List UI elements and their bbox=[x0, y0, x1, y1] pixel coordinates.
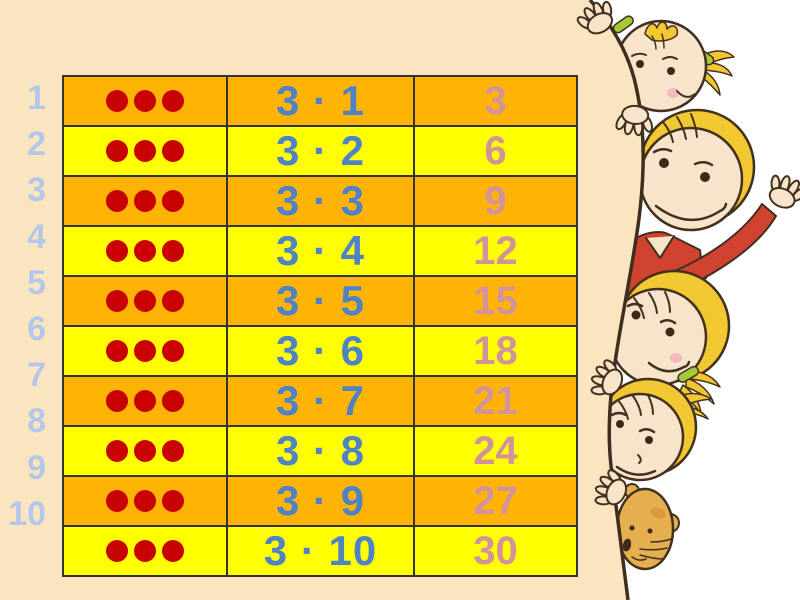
counter-dot-icon bbox=[162, 140, 184, 162]
result-cell: 9 bbox=[413, 175, 578, 227]
counter-dot-icon bbox=[134, 140, 156, 162]
row-number-rail: 1 2 3 4 5 6 7 8 9 10 bbox=[0, 75, 52, 537]
dots-cell bbox=[62, 225, 228, 277]
counter-dot-icon bbox=[134, 440, 156, 462]
expression-cell: 3 · 10 bbox=[226, 525, 415, 577]
peeking-children-scene bbox=[576, 0, 800, 600]
result-cell: 24 bbox=[413, 425, 578, 477]
counter-dot-icon bbox=[162, 340, 184, 362]
counter-dot-icon bbox=[134, 190, 156, 212]
counter-dot-icon bbox=[162, 240, 184, 262]
dots-cell bbox=[62, 275, 228, 327]
expression-cell: 3 · 8 bbox=[226, 425, 415, 477]
table-row: 3 · 4 12 bbox=[62, 225, 578, 277]
expression-cell: 3 · 3 bbox=[226, 175, 415, 227]
expression-cell: 3 · 7 bbox=[226, 375, 415, 427]
counter-dot-icon bbox=[106, 390, 128, 412]
result-cell: 21 bbox=[413, 375, 578, 427]
counter-dot-icon bbox=[134, 90, 156, 112]
waving-child bbox=[621, 108, 800, 315]
row-number: 10 bbox=[8, 494, 46, 533]
counter-dot-icon bbox=[106, 140, 128, 162]
dots-cell bbox=[62, 75, 228, 127]
counter-dot-icon bbox=[134, 240, 156, 262]
expression-cell: 3 · 1 bbox=[226, 75, 415, 127]
counter-dot-icon bbox=[162, 190, 184, 212]
counter-dot-icon bbox=[106, 440, 128, 462]
table-row: 3 · 8 24 bbox=[62, 425, 578, 477]
counter-dot-icon bbox=[162, 490, 184, 512]
baby-with-pigtails bbox=[614, 19, 735, 113]
counter-dot-icon bbox=[106, 190, 128, 212]
expression-cell: 3 · 4 bbox=[226, 225, 415, 277]
result-cell: 15 bbox=[413, 275, 578, 327]
expression-cell: 3 · 5 bbox=[226, 275, 415, 327]
counter-dot-icon bbox=[162, 90, 184, 112]
girl-hand-icon bbox=[590, 359, 624, 396]
row-number: 2 bbox=[27, 125, 46, 164]
row-number: 3 bbox=[27, 171, 46, 210]
counter-dot-icon bbox=[134, 340, 156, 362]
row-number: 8 bbox=[27, 402, 46, 441]
counter-dot-icon bbox=[134, 490, 156, 512]
dots-cell bbox=[62, 475, 228, 527]
table-row: 3 · 5 15 bbox=[62, 275, 578, 327]
counter-dot-icon bbox=[162, 290, 184, 312]
expression-cell: 3 · 9 bbox=[226, 475, 415, 527]
counter-dot-icon bbox=[106, 290, 128, 312]
blonde-child bbox=[595, 377, 712, 482]
baby-hand-icon bbox=[576, 0, 613, 35]
counter-dot-icon bbox=[106, 340, 128, 362]
counter-dot-icon bbox=[134, 290, 156, 312]
result-cell: 18 bbox=[413, 325, 578, 377]
counter-dot-icon bbox=[106, 90, 128, 112]
result-cell: 30 bbox=[413, 525, 578, 577]
baby-hairclip-icon bbox=[612, 15, 634, 34]
counter-dot-icon bbox=[162, 390, 184, 412]
counter-dot-icon bbox=[162, 440, 184, 462]
result-cell: 3 bbox=[413, 75, 578, 127]
dots-cell bbox=[62, 175, 228, 227]
result-cell: 27 bbox=[413, 475, 578, 527]
counter-dot-icon bbox=[162, 540, 184, 562]
result-cell: 6 bbox=[413, 125, 578, 177]
baby-second-hand-icon bbox=[615, 104, 654, 137]
counter-dot-icon bbox=[106, 540, 128, 562]
dots-cell bbox=[62, 325, 228, 377]
row-number: 1 bbox=[27, 79, 46, 118]
expression-cell: 3 · 6 bbox=[226, 325, 415, 377]
table-row: 3 · 7 21 bbox=[62, 375, 578, 427]
row-number: 9 bbox=[27, 448, 46, 487]
teddy-bear bbox=[615, 483, 680, 571]
row-number: 6 bbox=[27, 310, 46, 349]
counter-dot-icon bbox=[106, 240, 128, 262]
result-cell: 12 bbox=[413, 225, 578, 277]
dots-cell bbox=[62, 525, 228, 577]
dots-cell bbox=[62, 375, 228, 427]
row-number: 7 bbox=[27, 356, 46, 395]
counter-dot-icon bbox=[134, 540, 156, 562]
row-number: 4 bbox=[27, 217, 46, 256]
waving-hand-icon bbox=[768, 174, 800, 209]
table-row: 3 · 6 18 bbox=[62, 325, 578, 377]
counter-dot-icon bbox=[106, 490, 128, 512]
dots-cell bbox=[62, 425, 228, 477]
expression-cell: 3 · 2 bbox=[226, 125, 415, 177]
table-row: 3 · 9 27 bbox=[62, 475, 578, 527]
counter-dot-icon bbox=[134, 390, 156, 412]
dots-cell bbox=[62, 125, 228, 177]
table-row: 3 · 10 30 bbox=[62, 525, 578, 577]
blonde-child-hand-icon bbox=[594, 469, 628, 506]
row-number: 5 bbox=[27, 263, 46, 302]
